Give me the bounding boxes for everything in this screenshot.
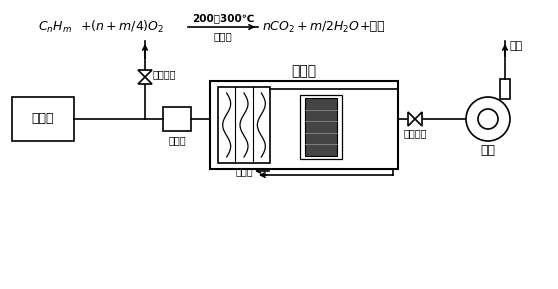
Text: 换热器: 换热器	[235, 166, 253, 176]
Bar	[300, 95, 342, 159]
Circle shape	[478, 109, 498, 129]
Text: 催化剂: 催化剂	[214, 31, 232, 41]
Text: 排空阀门: 排空阀门	[403, 128, 427, 138]
Text: 催化室: 催化室	[291, 64, 316, 78]
Polygon shape	[408, 112, 415, 126]
Bar	[218, 87, 270, 163]
Text: 排放: 排放	[510, 41, 523, 51]
Text: 阻火器: 阻火器	[168, 135, 186, 145]
Text: $+(n+\mathit{m}/4)O_2$: $+(n+\mathit{m}/4)O_2$	[80, 19, 164, 35]
Text: 200－300℃: 200－300℃	[192, 13, 254, 23]
Text: $\mathit{nCO_2}+\mathit{m}/2\mathit{H_2O}$: $\mathit{nCO_2}+\mathit{m}/2\mathit{H_2O…	[262, 19, 360, 35]
Text: +热量: +热量	[360, 21, 386, 34]
Text: 风机: 风机	[480, 144, 496, 158]
Text: 排空阀门: 排空阀门	[153, 69, 176, 79]
Polygon shape	[138, 77, 152, 84]
Polygon shape	[138, 70, 152, 77]
Bar	[210, 81, 398, 169]
Bar	[500, 79, 510, 99]
Bar	[163, 107, 191, 131]
Bar	[305, 98, 337, 156]
Text: 废气源: 废气源	[32, 112, 54, 125]
Circle shape	[466, 97, 510, 141]
Bar	[12, 97, 74, 141]
Text: $\mathit{C_nH_m}$: $\mathit{C_nH_m}$	[38, 19, 72, 35]
Polygon shape	[415, 112, 422, 126]
